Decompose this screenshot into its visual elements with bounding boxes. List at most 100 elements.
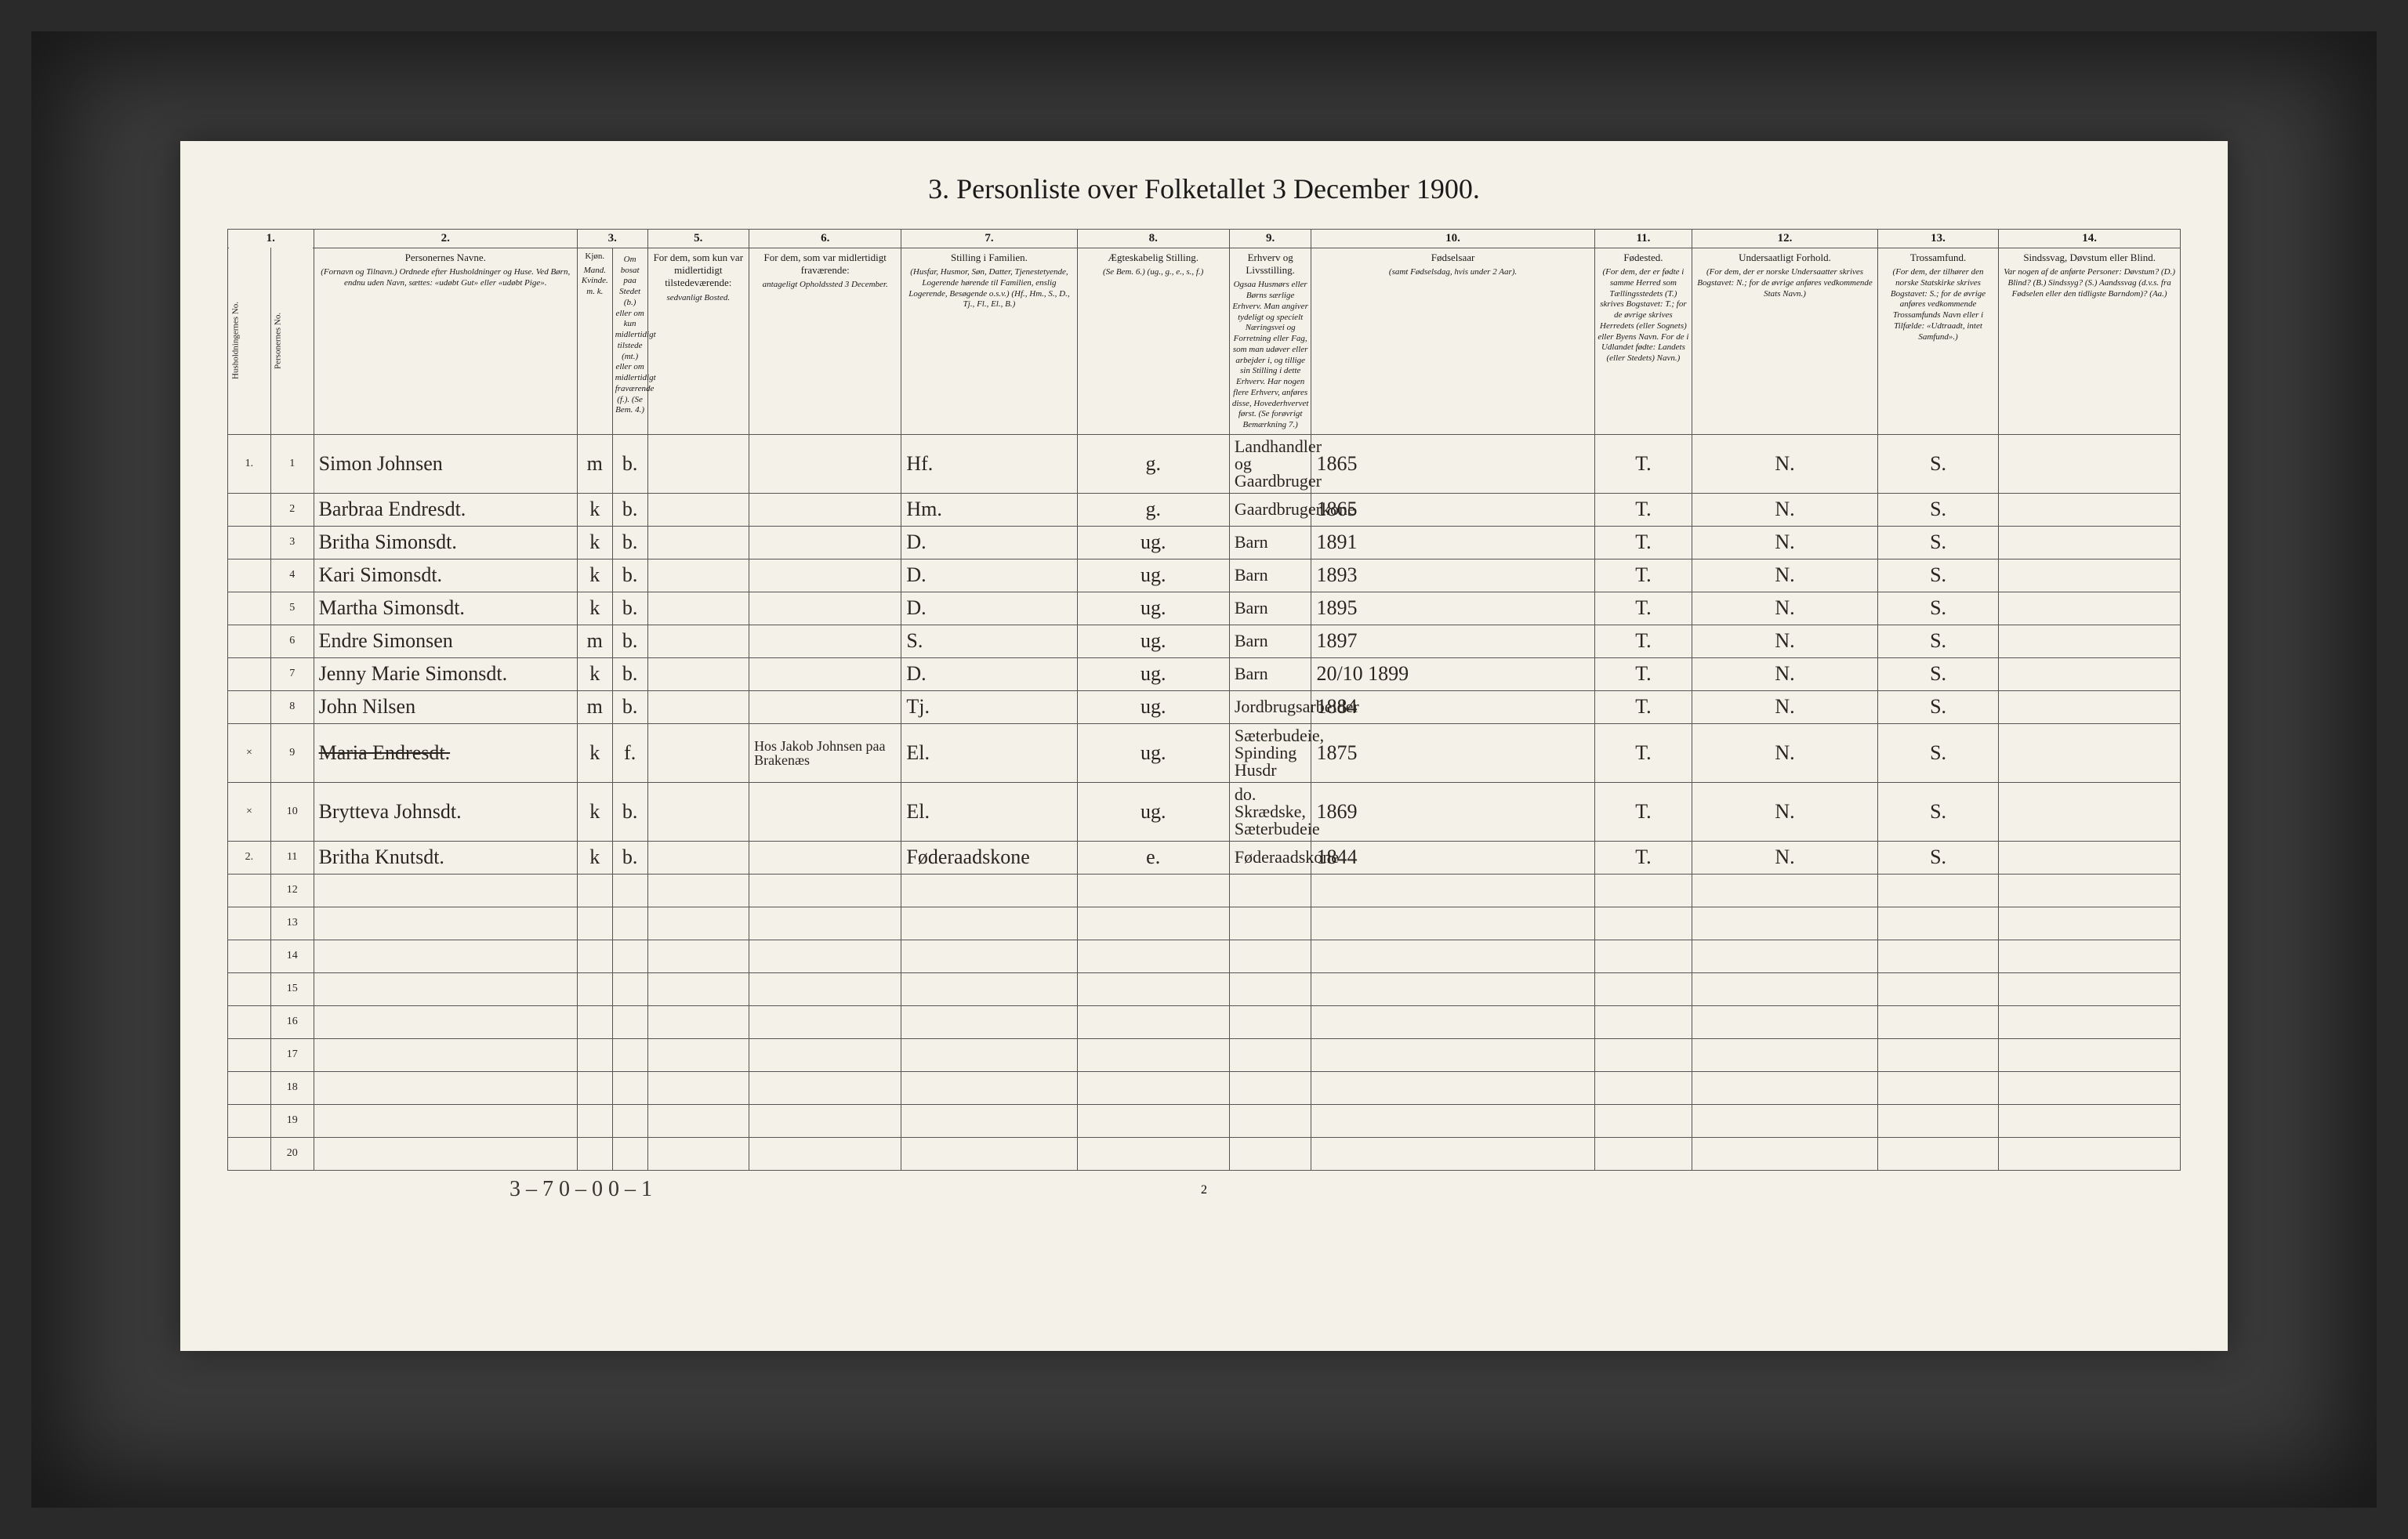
cell-empty: 20: [270, 1137, 314, 1170]
cell-empty: 14: [270, 940, 314, 972]
cell-empty: [1077, 1104, 1229, 1137]
column-header: For dem, som kun var midlertidigt tilste…: [647, 248, 749, 434]
cell-pn: 2: [270, 493, 314, 526]
cell-hh: [228, 559, 271, 592]
cell-occ: Gaardbrugerkone: [1229, 493, 1311, 526]
cell-empty: [228, 972, 271, 1005]
column-number: 14.: [1999, 230, 2181, 248]
cell-temp: [647, 782, 749, 841]
column-header-sub: Om bosat paa Stedet (b.) eller om kun mi…: [615, 255, 645, 416]
table-row-empty: 13: [228, 907, 2181, 940]
column-header-main: For dem, som var midlertidigt fraværende…: [752, 252, 898, 277]
table-row: ×9Maria Endresdt.kf.Hos Jakob Johnsen pa…: [228, 723, 2181, 782]
cell-empty: [1999, 874, 2181, 907]
cell-famrole: Hm.: [901, 493, 1077, 526]
cell-empty: [647, 1005, 749, 1038]
cell-empty: [1877, 1038, 1998, 1071]
cell-rel: S.: [1877, 434, 1998, 493]
cell-nat: N.: [1692, 526, 1878, 559]
cell-empty: [1692, 1137, 1878, 1170]
cell-empty: [228, 940, 271, 972]
cell-empty: [1229, 1005, 1311, 1038]
cell-empty: [1229, 972, 1311, 1005]
column-header-main: Sindssvag, Døvstum eller Blind.: [2001, 252, 2178, 264]
table-row-empty: 14: [228, 940, 2181, 972]
cell-inf: [1999, 657, 2181, 690]
cell-bplace: T.: [1594, 723, 1692, 782]
column-header-sub: Var nogen af de anførte Personer: Døvstu…: [2001, 267, 2178, 299]
cell-empty: [1077, 940, 1229, 972]
cell-pres: b.: [612, 526, 647, 559]
cell-empty: [1311, 1137, 1594, 1170]
cell-absent: [749, 434, 901, 493]
cell-empty: [1999, 1005, 2181, 1038]
cell-empty: [314, 1005, 577, 1038]
table-row: 2.11Britha Knutsdt.kb.Føderaadskonee.Fød…: [228, 841, 2181, 874]
table-row: 7Jenny Marie Simonsdt.kb.D.ug.Barn20/10 …: [228, 657, 2181, 690]
cell-absent: [749, 493, 901, 526]
cell-empty: [749, 1071, 901, 1104]
cell-famrole: D.: [901, 657, 1077, 690]
cell-name: John Nilsen: [314, 690, 577, 723]
cell-empty: [577, 1137, 612, 1170]
cell-hh: [228, 690, 271, 723]
cell-birth: 1897: [1311, 625, 1594, 657]
column-number: 5.: [647, 230, 749, 248]
cell-nat: N.: [1692, 625, 1878, 657]
cell-nat: N.: [1692, 690, 1878, 723]
cell-empty: [1999, 1137, 2181, 1170]
cell-birth: 1875: [1311, 723, 1594, 782]
column-header-sub: sedvanligt Bosted.: [651, 293, 747, 304]
cell-name: Brytteva Johnsdt.: [314, 782, 577, 841]
cell-occ: Barn: [1229, 592, 1311, 625]
cell-empty: [1311, 1038, 1594, 1071]
table-row: 4Kari Simonsdt.kb.D.ug.Barn1893T.N.S.: [228, 559, 2181, 592]
cell-sex: k: [577, 559, 612, 592]
cell-empty: [314, 1137, 577, 1170]
cell-pres: b.: [612, 434, 647, 493]
cell-empty: [1877, 1137, 1998, 1170]
cell-empty: [1594, 1038, 1692, 1071]
column-number-row: 1.2.3.5.6.7.8.9.10.11.12.13.14.: [228, 230, 2181, 248]
cell-pn: 6: [270, 625, 314, 657]
cell-empty: 12: [270, 874, 314, 907]
cell-empty: 19: [270, 1104, 314, 1137]
table-row: 2Barbraa Endresdt.kb.Hm.g.Gaardbrugerkon…: [228, 493, 2181, 526]
column-number: 1.: [228, 230, 314, 248]
cell-pres: b.: [612, 690, 647, 723]
cell-sex: m: [577, 690, 612, 723]
cell-civil: e.: [1077, 841, 1229, 874]
cell-nat: N.: [1692, 782, 1878, 841]
cell-empty: 15: [270, 972, 314, 1005]
cell-birth: 1895: [1311, 592, 1594, 625]
cell-pres: b.: [612, 493, 647, 526]
column-header-sub: (Se Bem. 6.) (ug., g., e., s., f.): [1080, 267, 1227, 278]
column-header-sub: (Fornavn og Tilnavn.) Ordnede efter Hush…: [317, 267, 575, 289]
cell-famrole: El.: [901, 782, 1077, 841]
cell-inf: [1999, 782, 2181, 841]
cell-empty: [1594, 1137, 1692, 1170]
table-head: 1.2.3.5.6.7.8.9.10.11.12.13.14. Husholdn…: [228, 230, 2181, 435]
cell-empty: [647, 1137, 749, 1170]
table-row-empty: 19: [228, 1104, 2181, 1137]
cell-empty: [1077, 1071, 1229, 1104]
cell-famrole: Tj.: [901, 690, 1077, 723]
table-row-empty: 18: [228, 1071, 2181, 1104]
cell-famrole: Føderaadskone: [901, 841, 1077, 874]
cell-rel: S.: [1877, 526, 1998, 559]
cell-empty: [577, 1038, 612, 1071]
column-header: Fødested.(For dem, der er fødte i samme …: [1594, 248, 1692, 434]
cell-empty: [1229, 1071, 1311, 1104]
column-header: Personernes No.: [270, 248, 314, 434]
page-title: 3. Personliste over Folketallet 3 Decemb…: [227, 172, 2181, 205]
cell-empty: 13: [270, 907, 314, 940]
column-header-main: Personernes No.: [274, 252, 285, 431]
cell-empty: [1877, 940, 1998, 972]
column-number: 11.: [1594, 230, 1692, 248]
cell-empty: [577, 907, 612, 940]
cell-pn: 1: [270, 434, 314, 493]
cell-sex: k: [577, 723, 612, 782]
cell-sex: k: [577, 782, 612, 841]
cell-empty: [228, 1104, 271, 1137]
column-header-main: Trossamfund.: [1880, 252, 1996, 264]
